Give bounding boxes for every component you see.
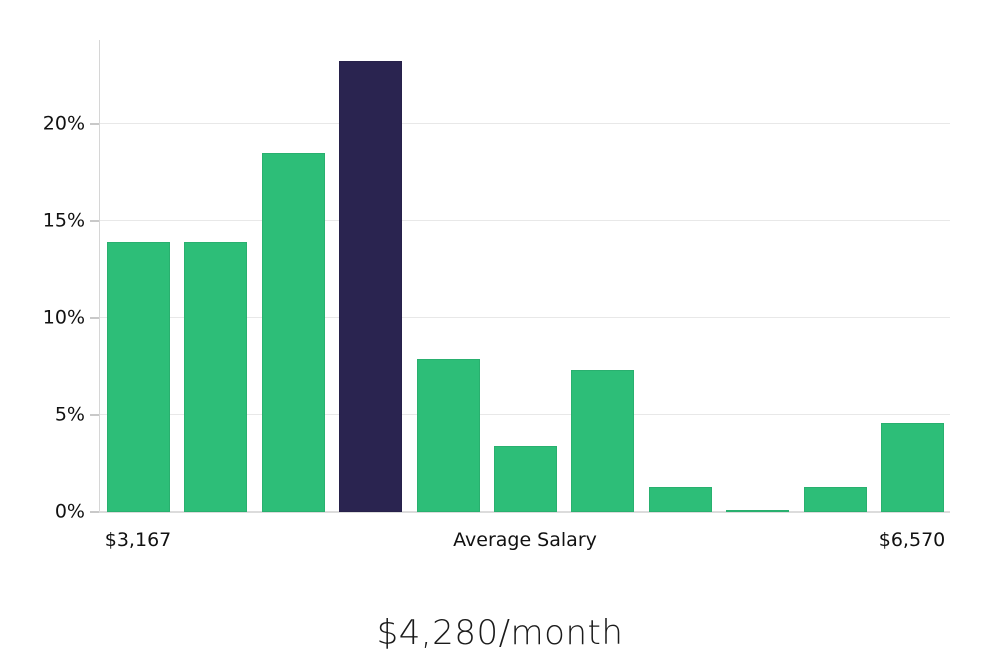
x-label-min-salary: $3,167 bbox=[104, 529, 172, 551]
gridline bbox=[99, 220, 950, 222]
bar bbox=[881, 423, 944, 512]
x-axis-line bbox=[99, 511, 950, 513]
y-axis-tick bbox=[90, 316, 99, 319]
y-tick-label: 5% bbox=[54, 403, 85, 426]
y-tick-label: 0% bbox=[54, 500, 85, 523]
bar bbox=[107, 242, 170, 512]
x-label-max-salary: $6,570 bbox=[878, 529, 946, 551]
y-axis-tick bbox=[90, 219, 99, 222]
gridline bbox=[99, 414, 950, 416]
bar bbox=[571, 370, 634, 512]
y-axis-line bbox=[99, 40, 100, 512]
gridline bbox=[99, 317, 950, 319]
y-tick-label: 20% bbox=[42, 112, 85, 135]
y-axis-tick bbox=[90, 122, 99, 125]
y-axis-tick bbox=[90, 413, 99, 416]
gridline bbox=[99, 123, 950, 125]
x-label-average-salary: Average Salary bbox=[453, 529, 597, 551]
bar bbox=[262, 153, 325, 512]
y-tick-label: 10% bbox=[42, 306, 85, 329]
bar bbox=[804, 487, 867, 512]
bar bbox=[726, 510, 789, 512]
bar bbox=[649, 487, 712, 512]
y-tick-label: 15% bbox=[42, 209, 85, 232]
bar-highlighted bbox=[339, 61, 402, 512]
chart-title: $4,280/month bbox=[376, 613, 624, 653]
bar bbox=[184, 242, 247, 512]
bar bbox=[494, 446, 557, 512]
y-axis-tick bbox=[90, 511, 99, 513]
bar bbox=[417, 359, 480, 512]
